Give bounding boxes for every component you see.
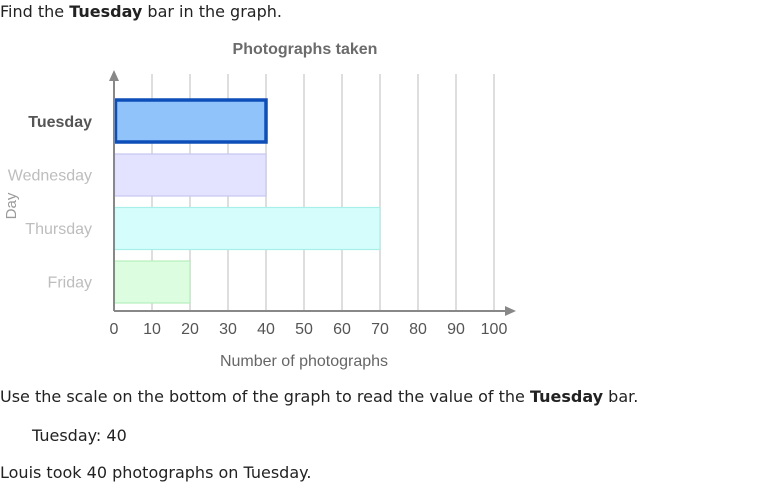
axes bbox=[109, 70, 516, 316]
y-category-labels: Tuesday Wednesday Thursday Friday bbox=[8, 114, 92, 292]
question-prompt: Find the Tuesday bar in the graph. bbox=[0, 2, 282, 21]
bar-chart: Photographs taken 0 10 20 30 40 50 60 70 80 90 100… bbox=[3, 41, 516, 370]
x-tick-label-30: 30 bbox=[219, 321, 237, 338]
x-tick-label-50: 50 bbox=[295, 321, 313, 338]
x-tick-label-80: 80 bbox=[409, 321, 427, 338]
explanation-highlight: Tuesday bbox=[529, 387, 604, 406]
x-tick-label-100: 100 bbox=[481, 321, 508, 338]
x-axis-arrow bbox=[505, 306, 516, 316]
x-tick-labels: 0 10 20 30 40 50 60 70 80 90 100 bbox=[110, 321, 508, 338]
bars bbox=[113, 98, 381, 304]
prompt-highlight: Tuesday bbox=[69, 2, 143, 21]
value-reading: Tuesday: 40 bbox=[32, 426, 127, 445]
reading-label: Tuesday: bbox=[32, 426, 102, 445]
x-tick-label-0: 0 bbox=[110, 321, 119, 338]
bar-thursday bbox=[113, 206, 381, 251]
x-tick-label-40: 40 bbox=[257, 321, 275, 338]
x-tick-label-20: 20 bbox=[181, 321, 199, 338]
y-axis-label: Day bbox=[3, 192, 20, 219]
explanation: Use the scale on the bottom of the graph… bbox=[0, 387, 638, 406]
y-category-label-wednesday: Wednesday bbox=[8, 168, 92, 185]
prompt-text-before: Find the bbox=[0, 2, 70, 21]
x-tick-label-60: 60 bbox=[333, 321, 351, 338]
bar-wednesday bbox=[113, 153, 267, 197]
x-tick-label-90: 90 bbox=[447, 321, 465, 338]
x-axis-label: Number of photographs bbox=[220, 353, 388, 370]
y-category-label-friday: Friday bbox=[48, 275, 92, 292]
bar-tuesday bbox=[113, 98, 268, 144]
explanation-text-before: Use the scale on the bottom of the graph… bbox=[0, 387, 530, 406]
x-tick-label-70: 70 bbox=[371, 321, 389, 338]
chart-title: Photographs taken bbox=[233, 41, 378, 58]
reading-value: 40 bbox=[106, 426, 127, 445]
bar-friday bbox=[113, 260, 191, 304]
conclusion-text: Louis took 40 photographs on Tuesday. bbox=[0, 463, 312, 482]
x-tick-label-10: 10 bbox=[143, 321, 161, 338]
y-axis-arrow bbox=[109, 70, 119, 81]
prompt-text-after: bar in the graph. bbox=[142, 2, 282, 21]
y-category-label-thursday: Thursday bbox=[25, 221, 92, 238]
y-category-label-tuesday: Tuesday bbox=[28, 114, 92, 131]
explanation-text-after: bar. bbox=[603, 387, 639, 406]
